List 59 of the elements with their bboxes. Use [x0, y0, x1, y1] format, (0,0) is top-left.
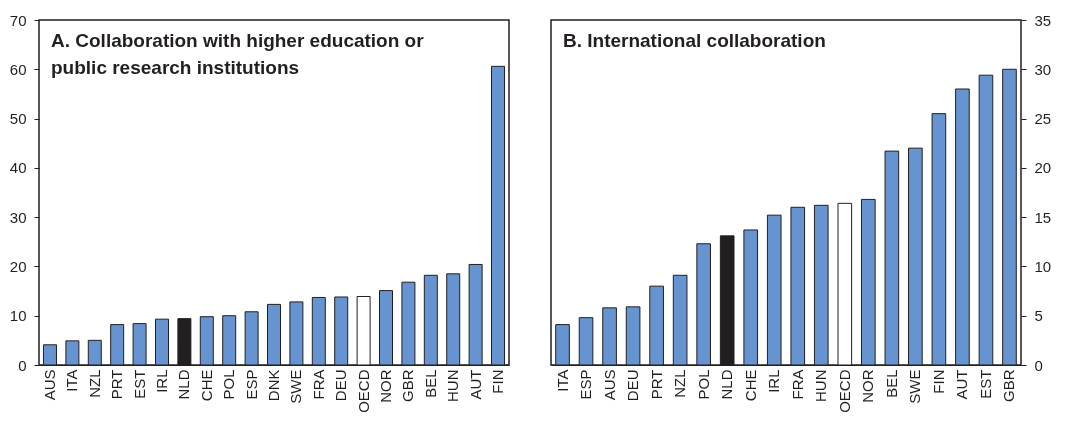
- x-tick-label: SWE: [906, 369, 924, 404]
- x-tick-label: FRA: [309, 369, 327, 400]
- x-tick-label: POL: [694, 369, 712, 400]
- y-tick-label: 30: [9, 208, 27, 226]
- y-tick-label: 10: [1034, 257, 1052, 275]
- y-tick-label: 40: [9, 159, 27, 177]
- x-tick-label: NZL: [671, 369, 689, 398]
- x-tick-label: GBR: [399, 369, 417, 403]
- x-tick-label: DEU: [332, 369, 350, 402]
- x-tick-label: HUN: [444, 369, 462, 402]
- y-tick-label: 70: [9, 11, 27, 29]
- x-tick-label: POL: [220, 369, 238, 400]
- x-tick-label: AUS: [600, 369, 618, 401]
- x-tick-label: EST: [130, 369, 148, 399]
- x-tick-label: GBR: [1000, 369, 1018, 403]
- x-tick-label: IRL: [765, 369, 783, 393]
- x-tick-label: ITA: [63, 369, 81, 392]
- x-tick-label: OECD: [354, 369, 372, 413]
- y-tick-label: 10: [9, 307, 27, 325]
- x-tick-label: NOR: [859, 369, 877, 403]
- x-tick-label: NOR: [377, 369, 395, 403]
- x-tick-label: IRL: [152, 369, 170, 393]
- y-tick-label: 30: [1034, 60, 1052, 78]
- x-tick-label: AUT: [953, 369, 971, 400]
- x-tick-label: NLD: [718, 369, 736, 400]
- x-tick-label: CHE: [197, 369, 215, 402]
- x-tick-label: FRA: [788, 369, 806, 400]
- x-tick-label: NLD: [175, 369, 193, 400]
- y-tick-label: 0: [18, 356, 27, 374]
- x-tick-label: OECD: [835, 369, 853, 413]
- x-tick-label: DEU: [624, 369, 642, 402]
- x-tick-label: EST: [976, 369, 994, 399]
- x-tick-label: ESP: [577, 369, 595, 400]
- x-tick-label: ITA: [553, 369, 571, 392]
- x-tick-label: BEL: [421, 369, 439, 398]
- text: A. Collaboration with higher education or public research institutions: [51, 30, 425, 78]
- x-tick-label: NZL: [85, 369, 103, 398]
- y-tick-label: 20: [9, 257, 27, 275]
- x-tick-label: HUN: [812, 369, 830, 402]
- x-tick-label: AUT: [466, 369, 484, 400]
- x-tick-label: FIN: [929, 369, 947, 394]
- x-tick-label: PRT: [108, 369, 126, 400]
- y-tick-label: 5: [1034, 307, 1043, 325]
- y-tick-label: 0: [1034, 356, 1043, 374]
- y-tick-label: 15: [1034, 208, 1052, 226]
- x-tick-label: FIN: [489, 369, 507, 394]
- x-tick-label: DNK: [265, 369, 282, 402]
- x-tick-label: AUS: [40, 369, 58, 401]
- x-tick-label: SWE: [287, 369, 305, 404]
- x-tick-label: ESP: [242, 369, 260, 400]
- y-tick-label: 20: [1034, 159, 1052, 177]
- y-tick-label: 25: [1034, 110, 1052, 128]
- y-tick-label: 35: [1034, 11, 1052, 29]
- x-tick-label: CHE: [741, 369, 759, 402]
- x-tick-label: BEL: [882, 369, 900, 398]
- x-tick-label: PRT: [647, 369, 665, 400]
- text: B. International collaboration: [563, 30, 826, 51]
- y-tick-label: 50: [9, 110, 27, 128]
- y-tick-label: 60: [9, 60, 27, 78]
